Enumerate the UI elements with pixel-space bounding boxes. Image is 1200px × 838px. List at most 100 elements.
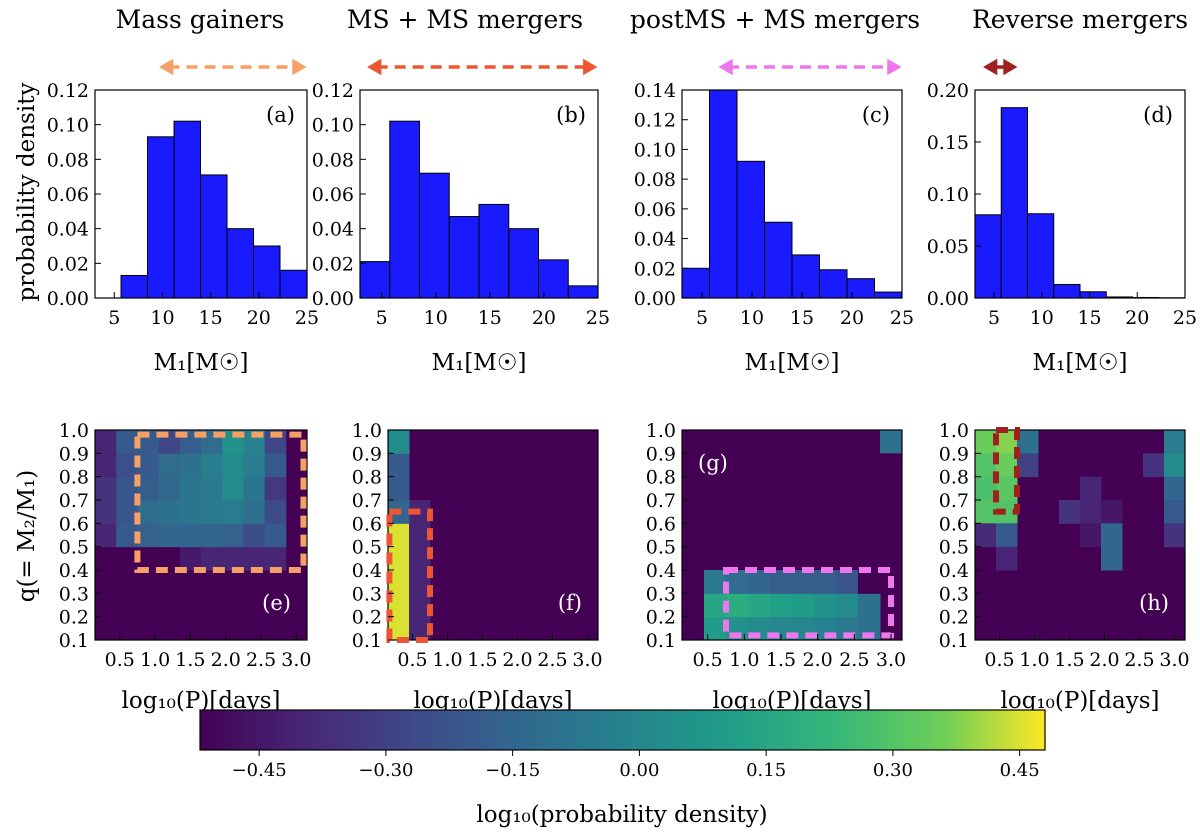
heatmap-cell bbox=[975, 453, 997, 478]
colorbar-label: log₁₀(probability density) bbox=[476, 802, 767, 828]
colorbar-ticks: −0.45 −0.30 −0.15 0.00 0.15 0.30 0.45 bbox=[232, 750, 1040, 781]
x-tick-label: 0.5 bbox=[105, 649, 135, 671]
hist-bar bbox=[791, 254, 820, 299]
heatmap-cell bbox=[179, 476, 202, 501]
hist-xlabel: M₁[M☉] bbox=[1033, 350, 1128, 376]
hist-bar bbox=[567, 285, 599, 299]
heatmap-cell bbox=[388, 546, 410, 571]
panel-label: (b) bbox=[556, 103, 586, 127]
x-tick-label: 15 bbox=[1077, 307, 1101, 329]
hist-bar bbox=[709, 89, 738, 299]
hist-bar bbox=[681, 267, 710, 299]
heatmap-cell bbox=[836, 570, 859, 594]
x-tick-label: 25 bbox=[1173, 307, 1197, 329]
heatmap-cell bbox=[243, 453, 266, 478]
hist-bar bbox=[279, 269, 308, 299]
heat-panel-3: 0.5 1.0 1.5 2.0 2.5 3.00.10.20.30.40.50.60.70… bbox=[646, 420, 906, 714]
heat-frame bbox=[681, 429, 903, 641]
y-tick-label: 0.06 bbox=[312, 184, 354, 206]
hist-bar bbox=[200, 174, 228, 299]
panel-label: (a) bbox=[266, 103, 295, 127]
x-tick-label: 1.5 bbox=[467, 649, 497, 671]
heatmap-cell bbox=[201, 476, 223, 501]
title-mass-gainers: Mass gainers bbox=[116, 5, 285, 34]
y-tick-label: 0.1 bbox=[352, 630, 382, 652]
y-tick-label: 0.00 bbox=[312, 288, 354, 310]
heatmap-cell bbox=[726, 593, 749, 618]
y-tick-label: 0.9 bbox=[939, 443, 969, 465]
arrow-head-left bbox=[983, 58, 998, 76]
heatmap-cell bbox=[264, 546, 287, 571]
x-tick-label: 0.5 bbox=[984, 649, 1014, 671]
heat-frame bbox=[94, 429, 308, 641]
heatmap-cell bbox=[243, 523, 266, 548]
heatmap-cell bbox=[409, 616, 431, 641]
hist-xlabel: M₁[M☉] bbox=[154, 350, 249, 376]
heatmap-cell bbox=[1080, 500, 1102, 524]
heatmap-cell bbox=[770, 570, 793, 594]
heatmap-cell bbox=[201, 453, 223, 478]
heatmap-cell bbox=[792, 570, 815, 594]
colorbar-tick-label: 0.00 bbox=[619, 760, 659, 781]
hist-bar bbox=[389, 120, 420, 299]
heatmap-cell bbox=[704, 593, 727, 618]
heatmap-cell bbox=[975, 430, 997, 454]
heatmap-cell bbox=[1164, 430, 1186, 454]
heatmap-cell bbox=[95, 500, 117, 524]
y-tick-label: 1.0 bbox=[59, 420, 89, 442]
heatmap-cell bbox=[137, 500, 160, 524]
x-tick-label: 3.0 bbox=[876, 649, 906, 671]
heatmap-cell bbox=[1101, 500, 1123, 524]
title-ms-ms-mergers: MS + MS mergers bbox=[347, 5, 583, 34]
hist-bar bbox=[736, 160, 765, 299]
y-tick-label: 0.5 bbox=[352, 537, 382, 559]
hist-panel-4: 5 10 15 20 25 0.00 0.05 0.10 0.15 0.20 (d) M₁[M☉] bbox=[927, 58, 1197, 376]
heatmap-cell bbox=[388, 476, 410, 501]
y-tick-label: 0.8 bbox=[939, 467, 969, 489]
heatmap-cell bbox=[137, 476, 160, 501]
hist-bar bbox=[419, 172, 450, 299]
hist-bar bbox=[1000, 107, 1028, 299]
title-reverse-mergers: Reverse mergers bbox=[972, 5, 1188, 34]
colorbar-tick-label: −0.15 bbox=[485, 760, 540, 781]
y-tick-label: 1.0 bbox=[939, 420, 969, 442]
x-tick-label: 1.5 bbox=[1054, 649, 1084, 671]
y-tick-label: 0.08 bbox=[47, 149, 89, 171]
arrow-head-right bbox=[583, 58, 598, 76]
heatmap-cell bbox=[158, 476, 181, 501]
heatmap-cell bbox=[388, 593, 410, 618]
heatmap-cell bbox=[748, 570, 771, 594]
x-tick-label: 15 bbox=[790, 307, 814, 329]
heatmap-cell bbox=[116, 476, 138, 501]
y-tick-label: 0.10 bbox=[927, 184, 969, 206]
x-tick-label: 2.0 bbox=[1089, 649, 1119, 671]
heatmap-cell bbox=[858, 593, 881, 618]
selection-region bbox=[386, 508, 433, 643]
y-tick-label: 0.08 bbox=[312, 149, 354, 171]
heatmap-cell bbox=[1017, 430, 1039, 454]
heatmap-cell bbox=[975, 476, 997, 501]
x-tick-label: 5 bbox=[988, 307, 1000, 329]
x-tick-label: 2.5 bbox=[839, 649, 869, 671]
x-tick-label: 20 bbox=[840, 307, 864, 329]
y-tick-label: 0.4 bbox=[939, 560, 969, 582]
panels: 5 10 15 20 250.000.020.040.060.080.100.12(a)… bbox=[47, 58, 1197, 714]
y-tick-label: 0.9 bbox=[59, 443, 89, 465]
y-tick-label: 0.6 bbox=[646, 513, 676, 535]
heatmap-cell bbox=[116, 453, 138, 478]
heatmap-cell bbox=[704, 570, 727, 594]
panel-label: (h) bbox=[1139, 591, 1169, 615]
y-tick-label: 0.12 bbox=[312, 80, 354, 102]
y-tick-label: 0.1 bbox=[59, 630, 89, 652]
y-tick-label: 0.15 bbox=[927, 132, 969, 154]
x-tick-label: 2.0 bbox=[211, 649, 241, 671]
y-tick-label: 0.14 bbox=[634, 80, 676, 102]
heatmap-cell bbox=[880, 430, 902, 454]
heatmap-cell bbox=[704, 616, 727, 641]
y-tick-label: 0.12 bbox=[47, 80, 89, 102]
hist-bar bbox=[1053, 283, 1081, 299]
heatmap-cell bbox=[222, 453, 244, 478]
y-tick-label: 0.7 bbox=[939, 490, 969, 512]
heatmap-cell bbox=[726, 570, 749, 594]
heatmap-cell bbox=[996, 453, 1018, 478]
